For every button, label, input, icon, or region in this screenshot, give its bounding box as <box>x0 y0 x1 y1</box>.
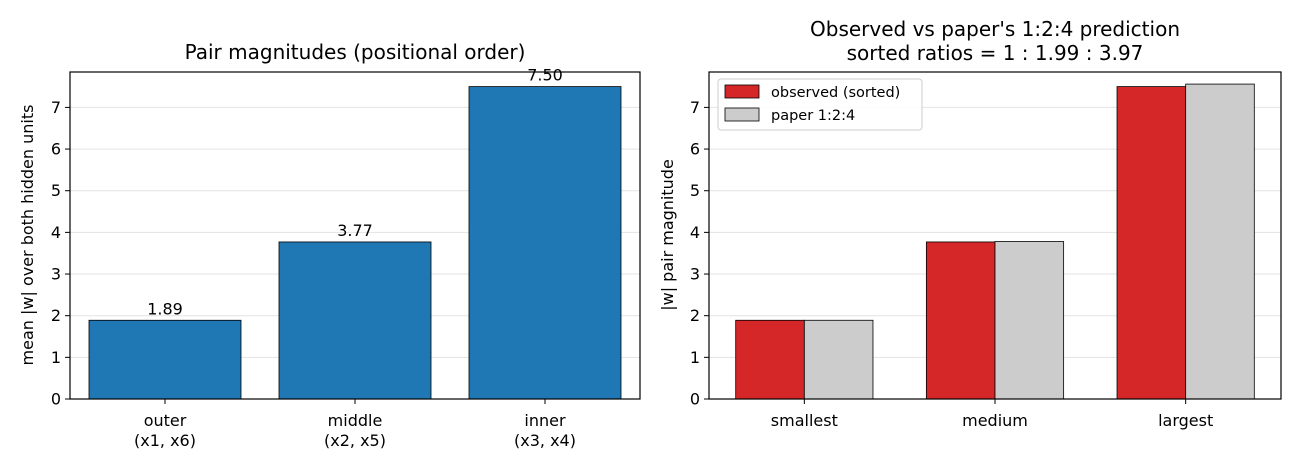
bar-observed <box>925 241 996 400</box>
y-tick-label: 0 <box>51 390 61 409</box>
chart-title: Observed vs paper's 1:2:4 prediction <box>810 17 1180 41</box>
legend-swatch-paper <box>724 107 760 122</box>
y-tick-label: 1 <box>690 348 700 367</box>
y-axis-label: |w| pair magnitude <box>658 159 677 311</box>
y-tick-label: 7 <box>690 98 700 117</box>
bar-observed <box>735 319 805 400</box>
x-ticks: smallest medium largest <box>771 399 1213 430</box>
x-tick-label: inner <box>524 411 566 430</box>
chart-panel-left: Pair magnitudes (positional order) mean … <box>18 40 641 450</box>
y-tick-label: 4 <box>690 223 700 242</box>
bar-paper <box>994 241 1065 400</box>
data-label: 3.77 <box>337 221 373 240</box>
legend: observed (sorted) paper 1:2:4 <box>717 78 923 131</box>
y-tick-label: 4 <box>51 223 61 242</box>
legend-box <box>717 78 923 131</box>
x-tick-label: (x2, x5) <box>324 431 386 450</box>
bar-paper <box>803 319 874 400</box>
y-ticks: 0 1 2 3 4 5 6 7 <box>690 98 709 409</box>
bar <box>278 241 432 400</box>
chart-title: Pair magnitudes (positional order) <box>185 40 526 64</box>
bar-observed <box>1116 86 1187 400</box>
y-tick-label: 2 <box>51 306 61 325</box>
x-tick-label: outer <box>144 411 187 430</box>
data-label: 1.89 <box>147 299 183 318</box>
bars <box>735 83 1255 400</box>
y-tick-label: 2 <box>690 306 700 325</box>
bars <box>88 86 622 400</box>
bar <box>468 86 622 400</box>
x-tick-label: middle <box>328 411 383 430</box>
plot-frame <box>708 71 1282 400</box>
x-ticks: outer(x1, x6) middle(x2, x5) inner(x3, x4) <box>134 399 576 450</box>
x-tick-label: largest <box>1158 411 1213 430</box>
bar-paper <box>1185 83 1255 400</box>
x-tick-label: smallest <box>771 411 838 430</box>
data-labels: 1.89 3.77 7.50 <box>147 66 563 319</box>
y-tick-label: 6 <box>690 140 700 159</box>
legend-swatch-observed <box>724 84 760 99</box>
chart-panel-right: Observed vs paper's 1:2:4 prediction sor… <box>658 17 1282 430</box>
y-tick-label: 7 <box>51 98 61 117</box>
x-tick-label: medium <box>962 411 1028 430</box>
legend-label-paper: paper 1:2:4 <box>771 108 855 124</box>
y-tick-label: 5 <box>51 181 61 200</box>
y-axis-label: mean |w| over both hidden units <box>18 105 37 366</box>
y-tick-label: 6 <box>51 140 61 159</box>
x-tick-label: (x3, x4) <box>514 431 576 450</box>
y-ticks: 0 1 2 3 4 5 6 7 <box>51 98 70 409</box>
y-tick-label: 3 <box>51 265 61 284</box>
y-tick-label: 5 <box>690 181 700 200</box>
chart-subtitle: sorted ratios = 1 : 1.99 : 3.97 <box>847 41 1144 65</box>
legend-label-observed: observed (sorted) <box>771 85 900 101</box>
y-tick-label: 3 <box>690 265 700 284</box>
plot-frame <box>69 71 641 400</box>
y-tick-label: 0 <box>690 390 700 409</box>
x-tick-label: (x1, x6) <box>134 431 196 450</box>
y-tick-label: 1 <box>51 348 61 367</box>
data-label: 7.50 <box>527 66 563 85</box>
bar <box>88 319 242 400</box>
